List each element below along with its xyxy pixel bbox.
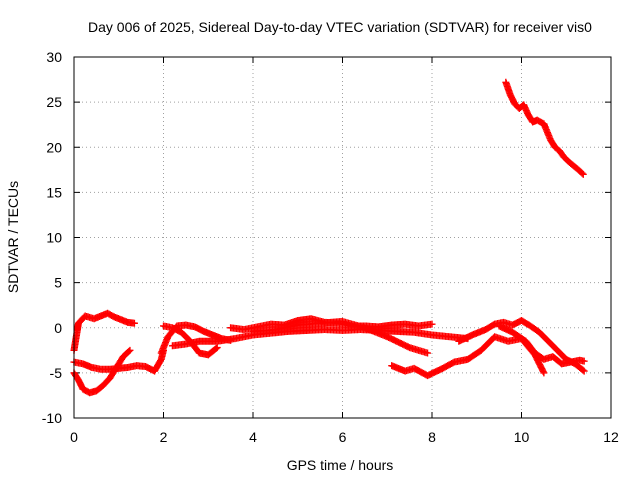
y-tick-label: 25 xyxy=(46,94,62,110)
y-tick-label: 5 xyxy=(54,275,62,291)
data-point xyxy=(580,357,588,365)
series-arc-3 xyxy=(70,346,167,375)
x-tick-label: 12 xyxy=(603,429,619,445)
series-arc-10 xyxy=(455,317,588,375)
series-arc-11 xyxy=(495,322,588,368)
data-point xyxy=(126,346,134,354)
y-tick-label: 10 xyxy=(46,230,62,246)
y-tick-label: 20 xyxy=(46,139,62,155)
series-arc-8 xyxy=(249,317,432,357)
data-point xyxy=(579,366,587,374)
x-tick-label: 0 xyxy=(70,429,78,445)
data-point xyxy=(125,347,133,355)
x-tick-label: 4 xyxy=(249,429,257,445)
data-point xyxy=(540,369,548,377)
x-tick-label: 2 xyxy=(160,429,168,445)
y-tick-label: -10 xyxy=(42,410,62,426)
y-tick-label: 30 xyxy=(46,49,62,65)
data-point xyxy=(428,320,436,328)
y-axis-label: SDTVAR / TECUs xyxy=(5,181,21,293)
plot-frame xyxy=(73,56,612,419)
y-tick-label: 0 xyxy=(54,320,62,336)
data-point xyxy=(578,169,586,177)
data-point xyxy=(212,345,220,353)
x-tick-label: 10 xyxy=(514,429,530,445)
tick-layer: 0 2 4 6 8 10 12 -10 -5 0 5 10 15 20 25 30 xyxy=(42,49,619,445)
data-point xyxy=(424,349,432,357)
series-arc-1 xyxy=(70,309,138,354)
series-arc-12 xyxy=(502,78,587,178)
data-point xyxy=(130,319,138,327)
grid-layer xyxy=(74,57,611,418)
data-point xyxy=(580,367,588,375)
x-axis-label: GPS time / hours xyxy=(287,457,394,473)
x-tick-label: 8 xyxy=(428,429,436,445)
data-point xyxy=(213,344,221,352)
y-tick-label: -5 xyxy=(50,365,63,381)
data-point xyxy=(579,170,587,178)
data-points xyxy=(70,78,588,397)
y-tick-label: 15 xyxy=(46,184,62,200)
x-tick-label: 6 xyxy=(339,429,347,445)
chart-title: Day 006 of 2025, Sidereal Day-to-day VTE… xyxy=(88,19,592,35)
